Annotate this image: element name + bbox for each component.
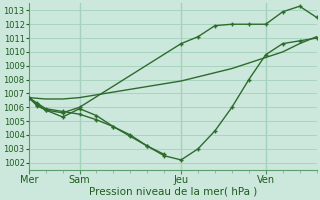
X-axis label: Pression niveau de la mer( hPa ): Pression niveau de la mer( hPa ): [89, 187, 257, 197]
